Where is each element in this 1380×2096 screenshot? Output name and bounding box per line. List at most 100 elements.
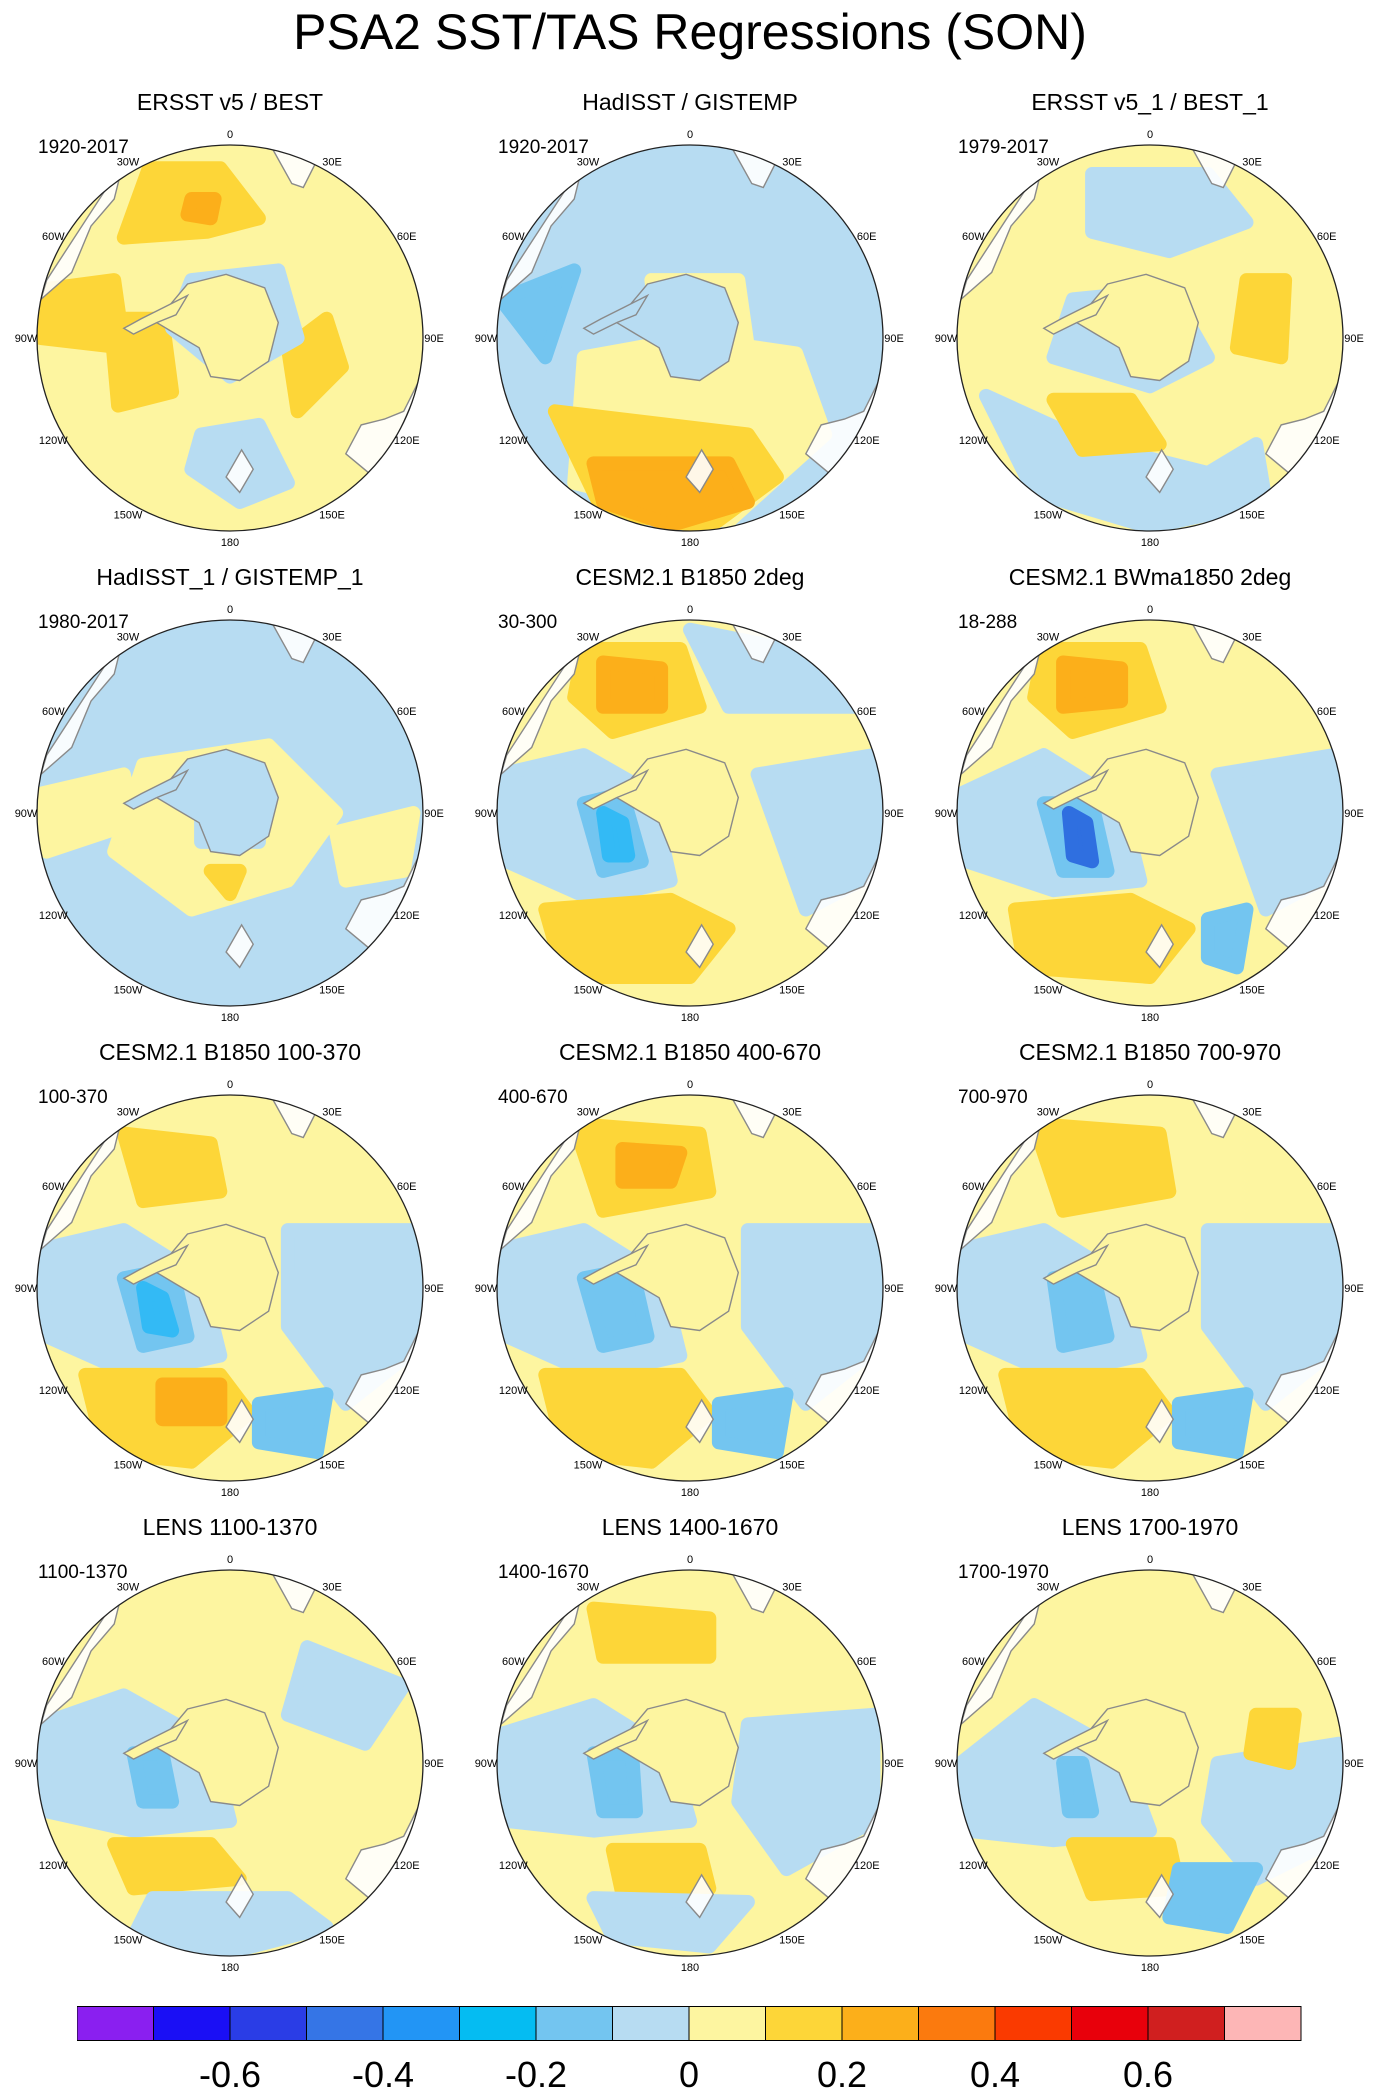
longitude-label: 180 — [1141, 1487, 1159, 1499]
map-panel: 0 30E 60E 90E 120E 150E 180 150W 120W 90W 60W 30W CE… — [0, 1039, 460, 1515]
map-border — [36, 144, 424, 532]
continent-coastline — [225, 1398, 255, 1444]
longitude-label: 30W — [577, 631, 600, 643]
longitude-label: 150E — [319, 510, 345, 522]
panel-title: CESM2.1 BWma1850 2deg — [1008, 564, 1292, 590]
polar-map: 0 30E 60E 90E 120E 150E 180 150W 120W 90W 60W 30W — [15, 604, 444, 1024]
longitude-label: 90E — [1344, 333, 1364, 345]
map-panel: 0 30E 60E 90E 120E 150E 180 150W 120W 90W 60W 30W ER… — [0, 89, 460, 565]
longitude-label: 60E — [857, 1181, 877, 1193]
longitude-label: 150E — [779, 510, 805, 522]
colorbar-tick-label: 0.4 — [969, 2054, 1021, 2095]
colorbar-swatch — [306, 2006, 384, 2041]
antarctica-coastline — [1042, 1243, 1110, 1285]
colorbar-swatch — [1071, 2006, 1149, 2041]
colorbar-swatch — [994, 2006, 1072, 2041]
longitude-label: 90E — [884, 333, 904, 345]
polar-map: 0 30E 60E 90E 120E 150E 180 150W 120W 90W 60W 30W — [15, 1554, 444, 1974]
map-border — [496, 1569, 884, 1957]
panel-title: HadISST_1 / GISTEMP_1 — [96, 564, 364, 590]
continent-coastline — [1145, 1873, 1175, 1919]
panel-period: 1920-2017 — [38, 137, 129, 158]
longitude-label: 0 — [227, 1554, 233, 1566]
longitude-label: 120E — [854, 910, 880, 922]
longitude-label: 30E — [322, 1581, 342, 1593]
longitude-label: 30E — [1242, 156, 1262, 168]
longitude-label: 60W — [502, 231, 525, 243]
longitude-label: 60W — [42, 1181, 65, 1193]
longitude-label: 120E — [854, 1385, 880, 1397]
longitude-label: 90W — [15, 1758, 38, 1770]
antarctica-coastline — [1042, 1718, 1110, 1760]
longitude-label: 120E — [854, 1860, 880, 1872]
panel-title: HadISST / GISTEMP — [582, 89, 798, 115]
longitude-label: 60E — [1317, 1181, 1337, 1193]
map-panel: 0 30E 60E 90E 120E 150E 180 150W 120W 90W 60W 30W CE… — [920, 564, 1380, 1040]
longitude-label: 90W — [475, 1283, 498, 1295]
contour-region — [711, 1387, 794, 1459]
panel-period: 30-300 — [498, 612, 558, 633]
longitude-label: 30W — [117, 1581, 140, 1593]
panel-title: LENS 1700-1970 — [1061, 1514, 1239, 1540]
polar-map: 0 30E 60E 90E 120E 150E 180 150W 120W 90W 60W 30W — [475, 1554, 904, 1974]
colorbar-swatch — [918, 2006, 996, 2041]
longitude-label: 150E — [779, 1460, 805, 1472]
longitude-label: 120W — [959, 1385, 988, 1397]
map-panel: 0 30E 60E 90E 120E 150E 180 150W 120W 90W 60W 30W ER… — [920, 89, 1380, 565]
continent-coastline — [225, 923, 255, 969]
contour-region — [116, 1126, 228, 1209]
longitude-label: 60W — [502, 1656, 525, 1668]
longitude-label: 120W — [499, 1385, 528, 1397]
longitude-label: 60E — [397, 706, 417, 718]
longitude-label: 60W — [42, 706, 65, 718]
colorbar-swatch — [841, 2006, 919, 2041]
map-panel: 0 30E 60E 90E 120E 150E 180 150W 120W 90W 60W 30W CE… — [920, 1039, 1380, 1515]
longitude-label: 60W — [42, 231, 65, 243]
longitude-label: 150W — [114, 510, 143, 522]
longitude-label: 30E — [322, 156, 342, 168]
antarctica-coastline — [122, 293, 190, 335]
longitude-label: 90W — [475, 1758, 498, 1770]
longitude-label: 60W — [962, 706, 985, 718]
longitude-label: 0 — [1147, 604, 1153, 616]
longitude-label: 60W — [502, 1181, 525, 1193]
longitude-label: 120W — [499, 435, 528, 447]
longitude-label: 120W — [959, 435, 988, 447]
longitude-label: 120E — [1314, 910, 1340, 922]
colorbar-tick-label: 0.2 — [816, 2054, 868, 2095]
antarctica-coastline — [122, 768, 190, 810]
colorbar-tick-label: 0.6 — [1122, 2054, 1174, 2095]
contour-region — [586, 1746, 643, 1819]
antarctica-coastline — [1042, 293, 1110, 335]
longitude-label: 30E — [322, 631, 342, 643]
longitude-label: 150E — [1239, 985, 1265, 997]
longitude-label: 60W — [962, 231, 985, 243]
map-panel: 0 30E 60E 90E 120E 150E 180 150W 120W 90W 60W 30W CE… — [460, 1039, 920, 1515]
contour-region — [126, 1891, 334, 1956]
panel-period: 1400-1670 — [498, 1562, 589, 1583]
panel-period: 1979-2017 — [958, 137, 1049, 158]
longitude-label: 30E — [782, 631, 802, 643]
contour-region — [107, 1837, 247, 1896]
longitude-label: 30E — [322, 1106, 342, 1118]
colorbar-swatch — [1224, 2006, 1302, 2041]
polar-map: 0 30E 60E 90E 120E 150E 180 150W 120W 90W 60W 30W — [935, 1554, 1364, 1974]
contour-region — [1046, 392, 1167, 457]
continent-coastline — [1145, 923, 1175, 969]
longitude-label: 120E — [1314, 435, 1340, 447]
longitude-label: 90E — [1344, 1283, 1364, 1295]
contour-region — [329, 806, 421, 888]
colorbar-swatch — [229, 2006, 307, 2041]
longitude-label: 150E — [319, 1935, 345, 1947]
longitude-label: 30W — [1037, 631, 1060, 643]
longitude-label: 180 — [681, 537, 699, 549]
contour-region — [1243, 1707, 1302, 1770]
polar-map: 0 30E 60E 90E 120E 150E 180 150W 120W 90W 60W 30W — [15, 1079, 444, 1499]
longitude-label: 120W — [959, 910, 988, 922]
longitude-label: 150W — [1034, 510, 1063, 522]
polar-map: 0 30E 60E 90E 120E 150E 180 150W 120W 90W 60W 30W — [475, 1079, 904, 1499]
longitude-label: 30W — [1037, 1106, 1060, 1118]
colorbar-swatch — [153, 2006, 231, 2041]
longitude-label: 90W — [935, 1283, 958, 1295]
